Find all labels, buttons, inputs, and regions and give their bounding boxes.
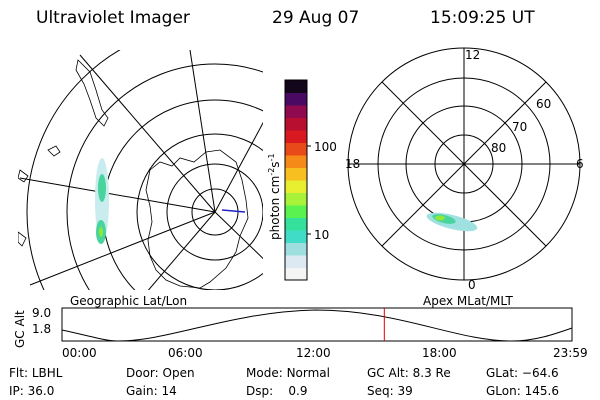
colorbar-swatch bbox=[285, 167, 307, 181]
gcalt-status: GC Alt: 8.3 Re bbox=[367, 366, 451, 380]
glat-status: GLat: −64.6 bbox=[486, 366, 559, 380]
colorbar-swatch bbox=[285, 105, 307, 118]
colorbar-swatch bbox=[285, 92, 307, 106]
alt-axis-label: GC Alt bbox=[13, 310, 27, 348]
colorbar-swatch bbox=[285, 242, 307, 256]
colorbar-swatch bbox=[285, 205, 307, 218]
date-label: 29 Aug 07 bbox=[272, 8, 360, 28]
colorbar-frame bbox=[284, 79, 308, 281]
colorbar-swatch bbox=[285, 255, 307, 268]
colorbar-swatch bbox=[285, 180, 307, 193]
alt-x-tick-3: 18:00 bbox=[422, 346, 457, 360]
colorbar-tick-100: 100 bbox=[314, 140, 337, 154]
colorbar-swatch bbox=[285, 155, 307, 168]
mlt-18-label: 18 bbox=[345, 157, 361, 171]
time-label: 15:09:25 UT bbox=[430, 8, 535, 28]
door-status: Door: Open bbox=[126, 366, 195, 380]
alt-y-tick-hi: 9.0 bbox=[32, 306, 52, 320]
gain-status: Gain: 14 bbox=[126, 384, 177, 398]
colorbar-swatch bbox=[285, 80, 307, 93]
app-title: Ultraviolet Imager bbox=[36, 8, 190, 28]
mlt-12-label: 12 bbox=[465, 48, 481, 62]
colorbar bbox=[284, 79, 311, 281]
colorbar-tick-10: 10 bbox=[314, 228, 330, 242]
mode-status: Mode: Normal bbox=[246, 366, 330, 380]
alt-x-tick-0: 00:00 bbox=[62, 346, 97, 360]
colorbar-swatch bbox=[285, 142, 307, 156]
geographic-panel-label: Geographic Lat/Lon bbox=[70, 294, 188, 308]
altitude-plot-frame bbox=[61, 307, 573, 342]
mlat-70-label: 70 bbox=[512, 120, 528, 134]
mlt-6-label: 6 bbox=[576, 157, 584, 171]
colorbar-swatch bbox=[285, 267, 307, 281]
ip-status: IP: 36.0 bbox=[9, 384, 55, 398]
mlat-60-label: 60 bbox=[536, 97, 552, 111]
mlt-0-label: 0 bbox=[468, 278, 476, 292]
colorbar-swatch bbox=[285, 130, 307, 143]
alt-x-tick-1: 06:00 bbox=[168, 346, 203, 360]
colorbar-swatch bbox=[285, 192, 307, 206]
alt-x-tick-4: 23:59 bbox=[553, 346, 588, 360]
mlat-80-label: 80 bbox=[491, 141, 507, 155]
filter-status: Flt: LBHL bbox=[9, 366, 63, 380]
altitude-curve bbox=[61, 309, 573, 342]
polar-panel-label: Apex MLat/MLT bbox=[423, 294, 513, 308]
colorbar-swatch bbox=[285, 117, 307, 131]
glon-status: GLon: 145.6 bbox=[486, 384, 559, 398]
alt-x-tick-2: 12:00 bbox=[296, 346, 331, 360]
dsp-status: Dsp: 0.9 bbox=[246, 384, 308, 398]
seq-status: Seq: 39 bbox=[367, 384, 413, 398]
colorbar-swatch bbox=[285, 230, 307, 243]
alt-y-tick-lo: 1.8 bbox=[32, 322, 52, 336]
colorbar-swatch bbox=[285, 217, 307, 231]
